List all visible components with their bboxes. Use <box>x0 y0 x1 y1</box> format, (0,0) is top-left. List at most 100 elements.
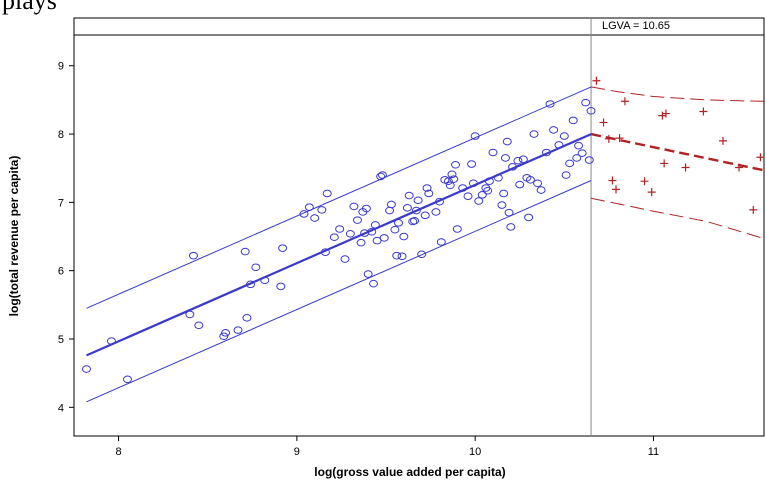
forecast-point <box>604 134 613 143</box>
observed-point <box>188 251 198 260</box>
observed-point <box>584 156 594 164</box>
forecast-point <box>640 177 649 186</box>
observed-point <box>399 232 409 241</box>
observed-point <box>260 276 270 285</box>
plot-area-border <box>73 34 765 437</box>
observed-point <box>452 225 462 233</box>
forecast-lower-line <box>591 197 765 240</box>
forecast-point <box>756 153 765 162</box>
observed-point <box>424 189 434 198</box>
observed-point <box>443 177 453 185</box>
observed-point <box>508 163 518 171</box>
observed-point <box>367 227 377 236</box>
observed-point <box>506 223 516 231</box>
observed-point <box>376 172 386 181</box>
observed-point <box>390 225 400 234</box>
observed-point <box>568 116 578 125</box>
forecast-point <box>658 111 667 120</box>
observed-point <box>467 160 477 168</box>
forecast-point <box>615 134 624 143</box>
observed-point <box>194 321 204 330</box>
observed-point <box>574 141 584 150</box>
observed-point <box>445 181 455 190</box>
observed-point <box>310 214 320 222</box>
observed-point <box>251 263 261 272</box>
observed-point <box>474 197 484 205</box>
observed-point <box>345 229 355 238</box>
observed-point <box>352 216 362 224</box>
observed-point <box>499 189 509 198</box>
observed-point <box>581 98 591 107</box>
y-axis-label: log(total revenue per capita) <box>7 156 21 317</box>
observed-point <box>417 250 427 259</box>
observed-point <box>561 171 571 179</box>
observed-point <box>413 196 423 205</box>
observed-point <box>477 191 487 199</box>
forecast-point <box>620 97 629 106</box>
observed-point <box>240 247 250 256</box>
forecast-point <box>699 107 708 116</box>
observed-point <box>493 173 503 182</box>
observed-point <box>340 255 350 263</box>
observed-point <box>470 132 480 140</box>
observed-point <box>106 337 116 345</box>
observed-point <box>322 189 332 198</box>
observed-point <box>233 326 243 334</box>
x-tick-label: 11 <box>648 446 659 458</box>
y-tick-label: 5 <box>58 334 64 346</box>
forecast-point <box>660 159 669 168</box>
observed-point <box>515 180 525 189</box>
y-tick-label: 7 <box>58 197 64 209</box>
observed-point <box>370 221 380 229</box>
observed-point <box>458 184 468 192</box>
observed-point <box>404 191 414 200</box>
observed-point <box>402 204 412 212</box>
observed-point <box>379 234 389 242</box>
observed-point <box>221 329 231 337</box>
observed-point <box>369 279 379 288</box>
observed-point <box>554 141 564 149</box>
forecast-point <box>599 118 608 127</box>
observed-point <box>363 270 373 278</box>
observed-point <box>549 126 559 134</box>
observed-point <box>500 154 510 162</box>
observed-point <box>349 202 359 211</box>
forecast-point <box>735 163 744 172</box>
observed-point <box>536 186 546 194</box>
observed-point <box>577 149 587 157</box>
observed-point <box>435 197 445 206</box>
forecast-point <box>681 163 690 172</box>
forecast-point <box>647 188 656 197</box>
observed-point <box>356 238 366 247</box>
observed-point <box>497 201 507 209</box>
plot-frame <box>73 17 765 437</box>
observed-point <box>504 208 514 217</box>
observed-point <box>586 107 596 115</box>
observed-point <box>468 179 478 188</box>
upper-band-line <box>86 86 592 309</box>
observed-point <box>524 213 534 222</box>
cropped-header-text: plays <box>2 0 57 15</box>
observed-point <box>304 203 314 211</box>
x-axis-label: log(gross value added per capita) <box>314 465 505 479</box>
x-tick-label: 9 <box>294 446 300 458</box>
observed-point <box>392 251 402 260</box>
observed-point <box>397 252 407 261</box>
observed-point <box>361 204 371 213</box>
forecast-upper-line <box>591 86 765 102</box>
observed-point <box>246 280 256 289</box>
observed-point <box>299 210 309 218</box>
observed-point <box>185 310 195 319</box>
lower-band-line <box>86 180 592 403</box>
observed-point <box>483 186 493 195</box>
observed-point <box>559 132 569 140</box>
y-tick-label: 9 <box>58 61 64 73</box>
observed-point <box>278 244 288 252</box>
observed-point <box>436 238 446 246</box>
observed-point <box>502 137 512 146</box>
observed-point <box>565 159 575 168</box>
observed-point <box>513 156 523 165</box>
forecast-point <box>612 185 621 194</box>
observed-point <box>420 211 430 220</box>
